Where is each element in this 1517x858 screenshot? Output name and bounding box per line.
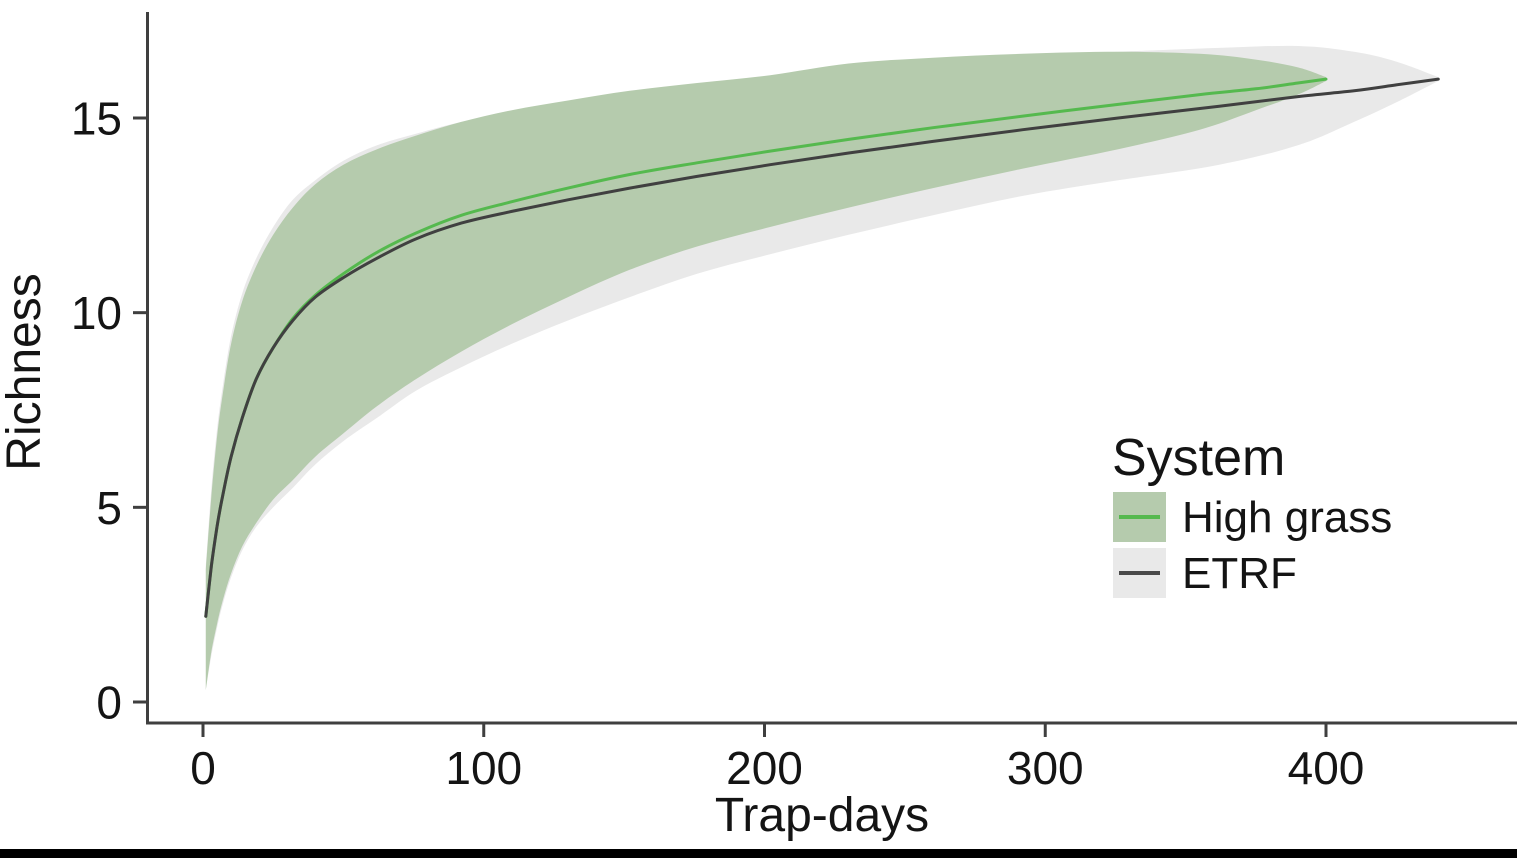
bottom-border-bar — [0, 849, 1517, 858]
y-tick-label: 0 — [96, 677, 122, 729]
y-axis: 0 5 10 15 — [71, 12, 149, 729]
legend-label-high-grass: High grass — [1182, 493, 1392, 542]
x-axis-ticks: 0 100 200 300 400 — [190, 723, 1364, 794]
y-tick-label: 15 — [71, 93, 122, 145]
x-tick-label: 0 — [190, 742, 216, 794]
plot-area — [204, 45, 1440, 691]
y-tick-label: 10 — [71, 287, 122, 339]
high-grass-confidence-ribbon — [205, 51, 1326, 691]
x-tick-label: 300 — [1007, 742, 1084, 794]
y-axis-ticks: 0 5 10 15 — [71, 93, 147, 729]
legend-title: System — [1112, 429, 1285, 487]
x-tick-label: 200 — [726, 742, 803, 794]
etrf-line — [204, 77, 1440, 618]
x-tick-label: 400 — [1288, 742, 1365, 794]
x-axis-title: Trap-days — [715, 789, 929, 842]
y-tick-label: 5 — [96, 482, 122, 534]
y-axis-title: Richness — [0, 273, 51, 470]
x-axis: 0 100 200 300 400 — [146, 721, 1517, 794]
x-tick-label: 100 — [445, 742, 522, 794]
legend: System High grass ETRF — [1112, 429, 1392, 598]
legend-label-etrf: ETRF — [1182, 549, 1297, 598]
